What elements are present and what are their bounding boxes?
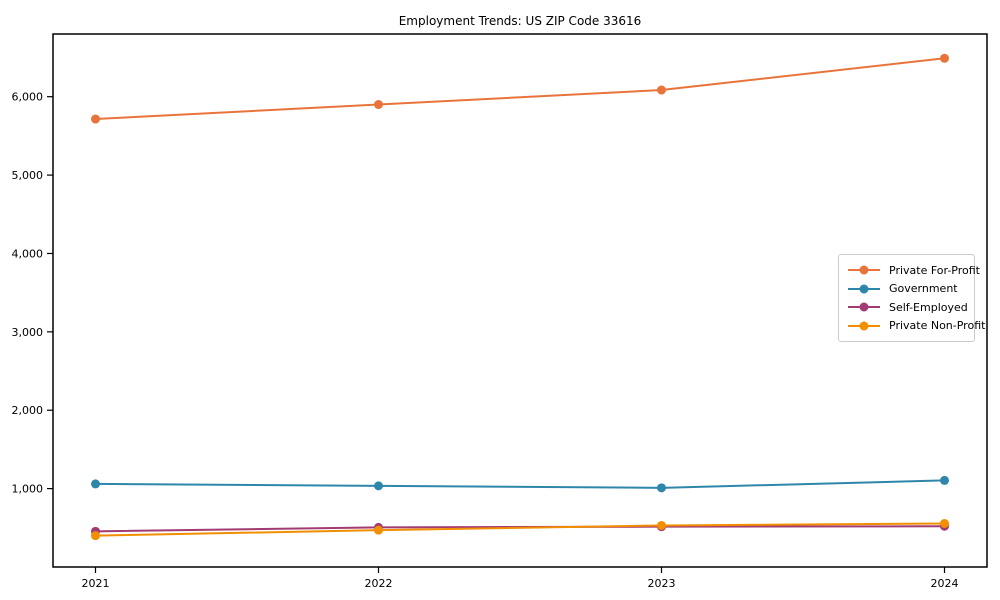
legend-item: Private Non-Profit — [846, 317, 985, 335]
svg-text:5,000: 5,000 — [12, 169, 44, 182]
chart-title: Employment Trends: US ZIP Code 33616 — [398, 14, 642, 28]
svg-text:2023: 2023 — [648, 577, 676, 590]
svg-text:2022: 2022 — [365, 577, 393, 590]
svg-text:2024: 2024 — [931, 577, 959, 590]
legend-label: Self-Employed — [889, 300, 968, 314]
legend-line-marker-icon — [848, 265, 880, 275]
legend-label: Private Non-Profit — [889, 319, 986, 333]
svg-text:4,000: 4,000 — [12, 247, 44, 260]
legend-label: Government — [889, 282, 958, 296]
svg-text:2021: 2021 — [82, 577, 110, 590]
svg-text:3,000: 3,000 — [12, 326, 44, 339]
svg-text:6,000: 6,000 — [12, 91, 44, 104]
legend: Private For-Profit Government Self-Emplo… — [838, 254, 985, 342]
svg-text:1,000: 1,000 — [12, 483, 44, 496]
legend-line-marker-icon — [848, 321, 880, 331]
legend-item: Government — [846, 280, 966, 298]
legend-item: Private For-Profit — [846, 261, 980, 279]
legend-line-marker-icon — [848, 284, 880, 294]
legend-line-marker-icon — [848, 302, 880, 312]
svg-text:2,000: 2,000 — [12, 404, 44, 417]
legend-label: Private For-Profit — [889, 263, 980, 277]
legend-item: Self-Employed — [846, 298, 968, 316]
